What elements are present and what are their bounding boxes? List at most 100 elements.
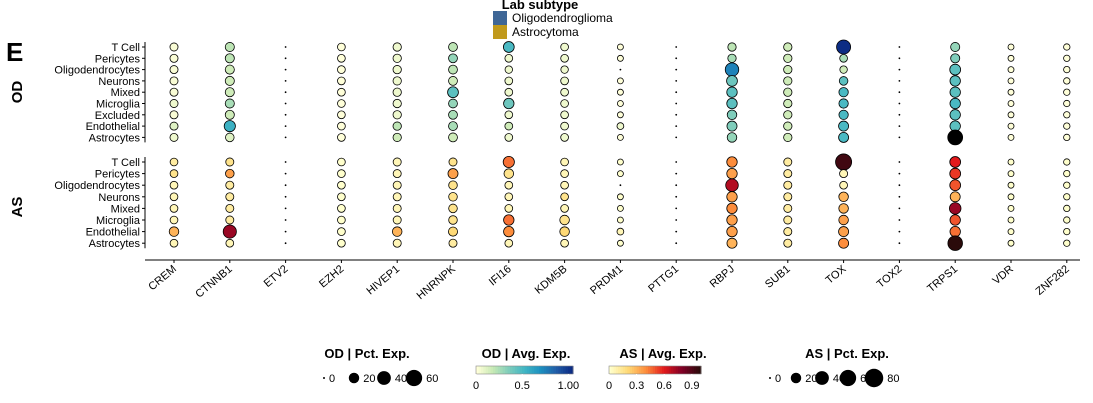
x-tick-label: KDM5B — [533, 263, 570, 297]
dot — [726, 86, 738, 98]
dot — [225, 238, 235, 248]
dot — [1007, 239, 1015, 247]
dot — [783, 53, 793, 63]
legend-od-avg: OD | Avg. Exp. 0 0.5 1.00 — [473, 346, 579, 392]
dot — [502, 41, 515, 53]
dot — [284, 242, 287, 245]
colorbar-segment — [691, 366, 695, 374]
dot — [284, 125, 287, 127]
colorbar-segment — [650, 366, 654, 374]
colorbar-segment — [659, 366, 663, 374]
dot — [1007, 158, 1015, 166]
x-tick-label: RBPJ — [708, 263, 737, 290]
dot — [675, 125, 678, 127]
colorbar-segment — [522, 366, 525, 374]
dot — [225, 132, 235, 143]
colorbar-segment — [620, 366, 624, 374]
dot — [1063, 65, 1071, 74]
dot — [1007, 216, 1015, 224]
dot — [1063, 239, 1071, 247]
size-legend-label: 20 — [805, 373, 817, 385]
dot — [898, 242, 901, 245]
dot — [224, 98, 235, 109]
dot — [783, 98, 793, 109]
colorbar-segment — [485, 366, 489, 374]
dot — [448, 53, 458, 64]
x-tick-label: HNRNPK — [415, 263, 459, 302]
dot — [675, 219, 678, 221]
dot — [949, 156, 962, 168]
dot — [838, 203, 849, 214]
dot — [616, 122, 625, 130]
dot — [337, 53, 346, 63]
dot — [284, 161, 287, 163]
dot — [783, 180, 793, 190]
dot — [504, 192, 514, 202]
dot — [560, 169, 569, 178]
dot — [838, 87, 849, 98]
x-tick-label: TRPS1 — [925, 263, 960, 295]
colorbar-segment — [618, 366, 621, 374]
dot — [898, 113, 901, 116]
dot — [1063, 77, 1071, 85]
dot — [898, 102, 901, 105]
dot — [1007, 77, 1015, 85]
colorbar-segment — [629, 366, 633, 374]
colorbar-segment — [641, 366, 644, 374]
dot — [675, 113, 678, 116]
dot — [169, 65, 179, 75]
dot — [559, 226, 570, 237]
dot — [169, 169, 179, 178]
dot — [898, 230, 901, 233]
dot — [838, 76, 849, 86]
dot — [337, 192, 346, 202]
size-legend-label: 20 — [363, 373, 375, 385]
colorbar-segment — [615, 366, 619, 374]
size-legend-label: 60 — [426, 373, 438, 385]
dot — [560, 110, 569, 120]
dot — [224, 53, 235, 64]
colorbar-segment — [680, 366, 684, 374]
x-tick-label: HIVEP1 — [364, 263, 402, 297]
dot — [675, 102, 678, 105]
colorbar-frame — [608, 365, 702, 375]
dot — [898, 136, 901, 139]
dot — [225, 203, 235, 213]
dot — [284, 172, 287, 175]
dot — [950, 42, 961, 52]
dot — [617, 216, 624, 224]
legend-as-avg-title: AS | Avg. Exp. — [619, 346, 706, 361]
legend-as-avg: AS | Avg. Exp. 0 0.3 0.6 0.9 — [606, 346, 707, 392]
dot — [839, 169, 849, 179]
dot — [949, 63, 962, 76]
dot — [284, 57, 287, 60]
size-legend-dot — [405, 369, 423, 387]
dot — [1063, 169, 1071, 178]
dot — [949, 214, 961, 226]
colorbar-segment — [638, 366, 642, 374]
dot — [392, 98, 402, 109]
dot — [617, 170, 624, 178]
dot — [727, 42, 737, 52]
colorbar-segment — [519, 366, 523, 374]
colorbar-segment — [671, 366, 674, 374]
dot — [947, 235, 963, 251]
colorbar-segment — [655, 366, 658, 374]
colorbar-segment — [664, 366, 667, 374]
dot — [726, 120, 738, 132]
colorbar-segment — [543, 366, 547, 374]
y-tick-label: T Cell — [111, 42, 140, 54]
colorbar-segment — [507, 366, 511, 374]
dot — [392, 203, 402, 213]
dot — [675, 80, 678, 82]
dot — [284, 207, 287, 210]
colorbar-segment — [526, 366, 530, 374]
dot — [337, 215, 346, 225]
size-legend-label: 0 — [775, 373, 781, 385]
dot — [559, 214, 570, 226]
dot — [838, 214, 849, 226]
dot — [504, 110, 514, 120]
dot — [392, 110, 402, 120]
dot — [950, 53, 961, 64]
dot — [726, 202, 738, 215]
